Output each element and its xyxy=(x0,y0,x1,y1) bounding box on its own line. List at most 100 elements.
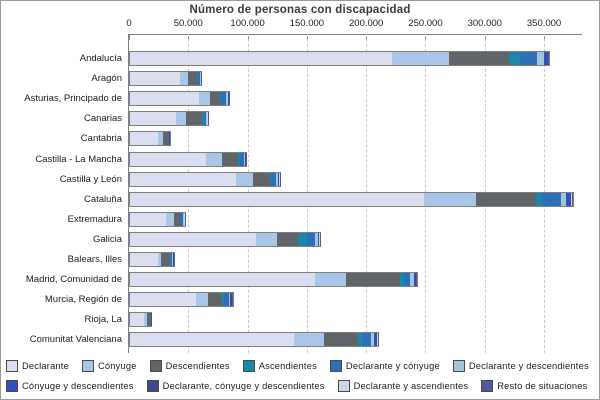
bar-segment xyxy=(392,52,449,65)
category-label: Castilla - La Mancha xyxy=(35,153,122,165)
bar-segment xyxy=(130,152,206,166)
category-label: Galicia xyxy=(92,233,122,245)
bar-segment xyxy=(205,112,207,126)
x-tick-label: 250.000 xyxy=(408,18,443,29)
bar-segment xyxy=(219,92,221,106)
bar-segment xyxy=(130,192,425,206)
x-tick-label: 150.000 xyxy=(289,18,325,29)
bar-segment xyxy=(424,192,477,206)
bar-segment xyxy=(130,172,236,186)
bar-segment xyxy=(144,313,147,327)
bar-segment xyxy=(239,152,244,166)
legend-swatch xyxy=(81,360,94,372)
category-label: Castilla y León xyxy=(59,173,122,185)
x-axis-line xyxy=(128,34,582,35)
bar-segment xyxy=(448,52,509,65)
bar-segment xyxy=(221,152,238,166)
bar-0 xyxy=(129,51,550,66)
bar-segment xyxy=(179,72,189,86)
bar-segment xyxy=(168,132,169,146)
bar-segment xyxy=(415,273,417,287)
bar-segment xyxy=(186,112,202,126)
bar-segment xyxy=(170,253,173,266)
bar-segment xyxy=(196,293,209,307)
bar-segment xyxy=(130,232,256,246)
category-label: Cataluña xyxy=(83,193,122,205)
category-label: Madrid, Comunidad de xyxy=(25,274,122,286)
legend-label: Declarante, cónyuge y descendientes xyxy=(162,381,325,391)
x-tick-label: 0 xyxy=(126,18,132,29)
bar-segment xyxy=(130,212,166,226)
bar-6 xyxy=(129,171,282,187)
x-tick-label: 100.000 xyxy=(230,18,265,29)
bar-segment xyxy=(519,52,537,65)
bar-segment xyxy=(157,132,163,146)
category-label: Canarias xyxy=(83,113,122,125)
bar-segment xyxy=(235,172,254,186)
bar-segment xyxy=(404,273,411,287)
bar-segment xyxy=(146,313,151,327)
bar-segment xyxy=(198,92,210,106)
bar-segment xyxy=(318,232,319,246)
bar-segment xyxy=(130,333,295,347)
category-label: Balears, Illes xyxy=(67,254,122,265)
bar-3 xyxy=(129,111,209,127)
legend-label: Resto de situaciones xyxy=(497,381,588,391)
category-label: Aragón xyxy=(91,73,122,85)
category-label: Extremadura xyxy=(67,213,122,225)
bar-segment xyxy=(161,253,171,266)
bar-14 xyxy=(129,332,380,348)
bar-segment xyxy=(314,273,346,287)
bar-segment xyxy=(571,192,573,206)
legend-swatch xyxy=(149,360,162,372)
bar-5 xyxy=(129,151,248,167)
category-label: Murcia, Región de xyxy=(44,294,122,306)
legend-label: Descendientes xyxy=(165,361,230,371)
legend-item: Cónyuge y descendientes xyxy=(6,380,134,392)
bar-segment xyxy=(226,92,229,106)
bar-segment xyxy=(276,232,299,246)
legend-swatch xyxy=(146,380,159,392)
bar-segment xyxy=(228,293,231,307)
bar-segment xyxy=(569,192,571,206)
x-tick-label: 300.000 xyxy=(467,18,502,29)
bar-7 xyxy=(129,191,574,207)
bar-segment xyxy=(536,192,542,206)
bar-segment xyxy=(541,192,561,206)
bar-segment xyxy=(410,273,414,287)
bar-segment xyxy=(278,172,279,186)
bar-8 xyxy=(129,211,186,227)
bar-segment xyxy=(130,132,158,146)
bar-segment xyxy=(345,273,400,287)
legend-item: Declarante xyxy=(6,360,69,372)
legend-row-1: Declarante Cónyuge Descendientes Ascendient… xyxy=(6,360,589,372)
bar-segment xyxy=(179,212,181,226)
bar-segment xyxy=(543,52,547,65)
bar-segment xyxy=(130,253,158,266)
bar-segment xyxy=(357,333,363,347)
legend-swatch xyxy=(337,380,350,392)
legend-swatch xyxy=(329,360,342,372)
bar-segment xyxy=(269,172,272,186)
legend-label: Cónyuge xyxy=(97,361,137,371)
legend-row-2: Cónyuge y descendientes Declarante, cónyu… xyxy=(6,380,588,392)
bar-segment xyxy=(130,52,393,65)
legend-item: Descendientes xyxy=(149,360,230,372)
bar-segment xyxy=(547,52,549,65)
bar-segment xyxy=(209,92,220,106)
bar-segment xyxy=(307,232,315,246)
legend-swatch xyxy=(452,360,465,372)
x-tick-label: 200.000 xyxy=(349,18,384,29)
legend-label: Cónyuge y descendientes xyxy=(22,381,134,391)
legend-label: Ascendientes xyxy=(258,361,317,371)
bar-segment xyxy=(276,172,279,186)
legend-item: Resto de situaciones xyxy=(481,380,587,392)
legend-item: Declarante y ascendientes xyxy=(337,380,469,392)
bar-segment xyxy=(244,152,246,166)
bar-segment xyxy=(371,333,374,347)
bar-segment xyxy=(243,152,245,166)
y-axis-line xyxy=(128,34,129,353)
bar-segment xyxy=(536,52,544,65)
bar-2 xyxy=(129,91,231,107)
